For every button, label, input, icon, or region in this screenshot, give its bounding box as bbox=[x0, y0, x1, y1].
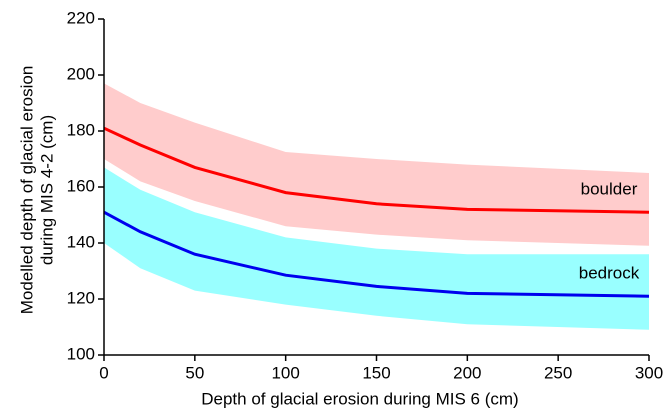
y-tick-label: 220 bbox=[67, 8, 95, 27]
y-axis-label: during MIS 4-2 (cm) bbox=[37, 115, 56, 265]
y-axis-label: Modelled depth of glacial erosion bbox=[17, 66, 36, 315]
y-tick-label: 120 bbox=[67, 288, 95, 307]
x-axis-label: Depth of glacial erosion during MIS 6 (c… bbox=[201, 389, 518, 408]
y-tick-label: 180 bbox=[67, 120, 95, 139]
uncertainty-band bbox=[104, 83, 649, 246]
x-tick-label: 200 bbox=[453, 363, 481, 382]
y-tick-label: 160 bbox=[67, 176, 95, 195]
x-tick-label: 0 bbox=[99, 363, 108, 382]
bands bbox=[104, 83, 649, 330]
y-tick-label: 140 bbox=[67, 232, 95, 251]
line bbox=[103, 126, 650, 214]
x-tick-label: 150 bbox=[362, 363, 390, 382]
x-tick-label: 100 bbox=[271, 363, 299, 382]
x-tick-label: 300 bbox=[635, 363, 663, 382]
series-label: bedrock bbox=[579, 264, 640, 283]
x-tick-label: 250 bbox=[544, 363, 572, 382]
y-tick-label: 200 bbox=[67, 64, 95, 83]
y-tick-label: 100 bbox=[67, 344, 95, 363]
line bbox=[103, 210, 650, 298]
uncertainty-band bbox=[104, 167, 649, 330]
series-label: boulder bbox=[581, 180, 638, 199]
x-tick-label: 50 bbox=[185, 363, 204, 382]
